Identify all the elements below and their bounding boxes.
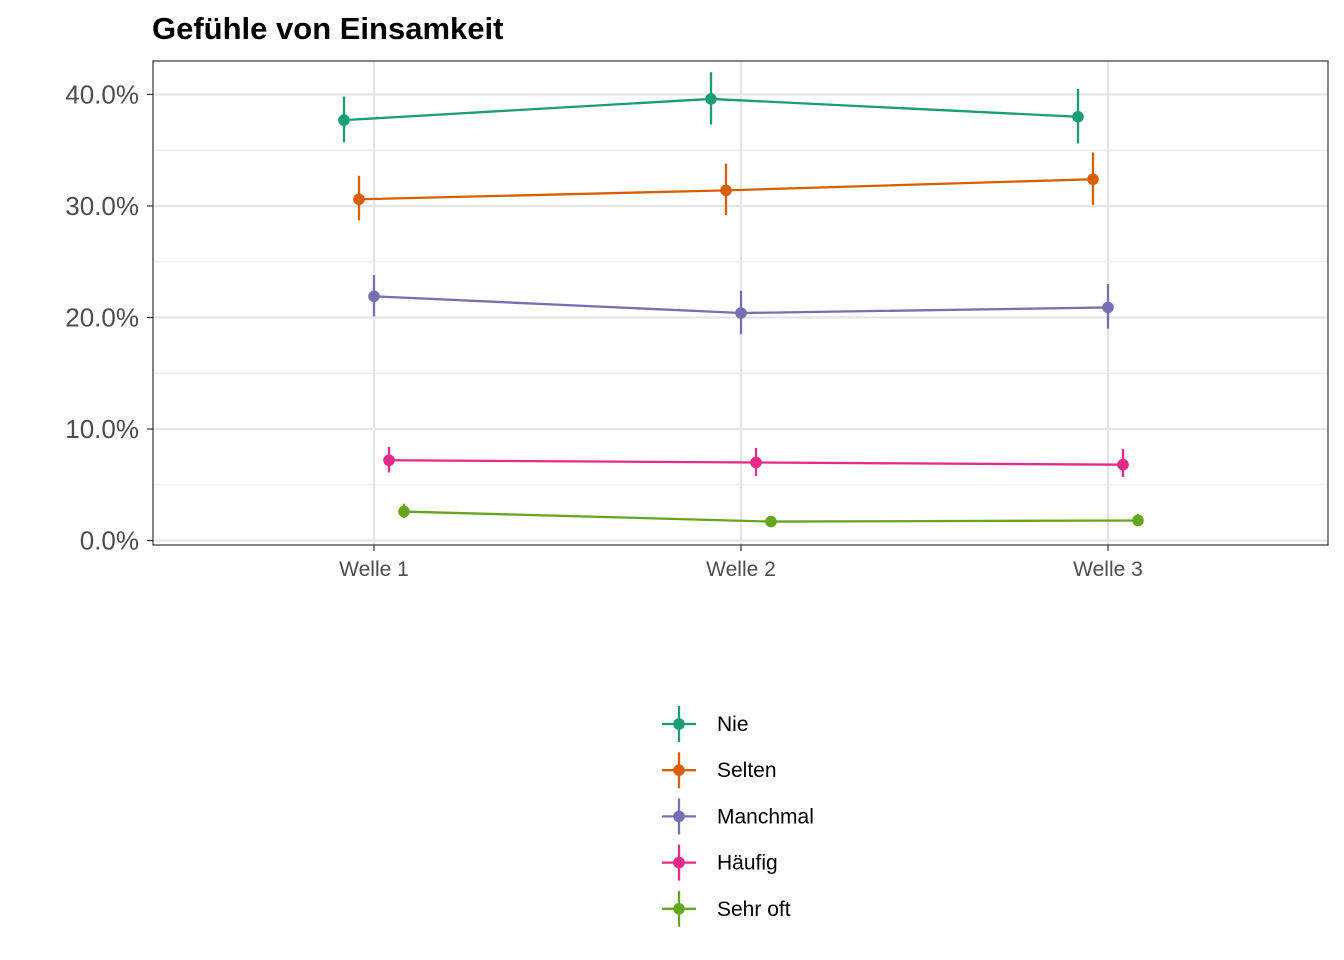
y-tick-label: 30.0% <box>65 191 139 221</box>
legend-point <box>673 764 685 776</box>
data-point <box>1087 173 1099 186</box>
chart-title: Gefühle von Einsamkeit <box>152 11 503 46</box>
data-point <box>383 454 395 467</box>
legend-point <box>673 856 685 869</box>
legend-point <box>673 810 685 823</box>
x-tick-label: Welle 3 <box>1073 558 1143 581</box>
data-point <box>765 515 777 528</box>
legend-label: Sehr oft <box>717 898 791 921</box>
data-point <box>720 184 732 197</box>
x-tick-label: Welle 1 <box>339 558 409 581</box>
series-Nie <box>338 72 1084 144</box>
panel-border <box>152 60 1329 546</box>
legend-item: Häufig <box>662 844 778 881</box>
legend-item: Manchmal <box>662 798 814 835</box>
legend: Nie Selten Manchmal Häufig Sehr oft <box>662 706 814 927</box>
legend-item: Sehr oft <box>662 890 791 927</box>
series-Selten <box>353 152 1099 221</box>
y-tick-label: 0.0% <box>80 526 139 556</box>
legend-point <box>673 903 685 915</box>
legend-label: Manchmal <box>717 805 814 828</box>
series-Häufig <box>383 446 1129 477</box>
x-tick-label: Welle 2 <box>706 558 776 581</box>
legend-label: Häufig <box>717 852 778 875</box>
data-point <box>1102 301 1114 314</box>
grid <box>153 61 1328 545</box>
y-tick-label: 20.0% <box>65 302 139 332</box>
y-tick-label: 10.0% <box>65 414 139 444</box>
legend-label: Selten <box>717 759 777 782</box>
data-point <box>1072 110 1084 123</box>
data-point <box>705 93 717 105</box>
series-Manchmal <box>368 275 1114 335</box>
legend-item: Selten <box>662 752 777 789</box>
data-point <box>398 505 410 518</box>
y-tick-label: 40.0% <box>65 79 139 109</box>
data-point <box>1132 514 1144 527</box>
legend-label: Nie <box>717 713 749 736</box>
axes: 0.0% 10.0% 20.0% 30.0% 40.0% Welle 1 Welle 2 We… <box>65 79 1143 581</box>
series-layer <box>338 72 1144 528</box>
data-point <box>1117 458 1129 471</box>
data-point <box>735 307 747 319</box>
legend-item: Nie <box>662 706 749 742</box>
data-point <box>750 456 762 469</box>
series-Sehr oft <box>398 503 1144 528</box>
data-point <box>368 290 380 303</box>
data-point <box>338 114 350 126</box>
data-point <box>353 193 365 206</box>
legend-point <box>673 718 685 730</box>
